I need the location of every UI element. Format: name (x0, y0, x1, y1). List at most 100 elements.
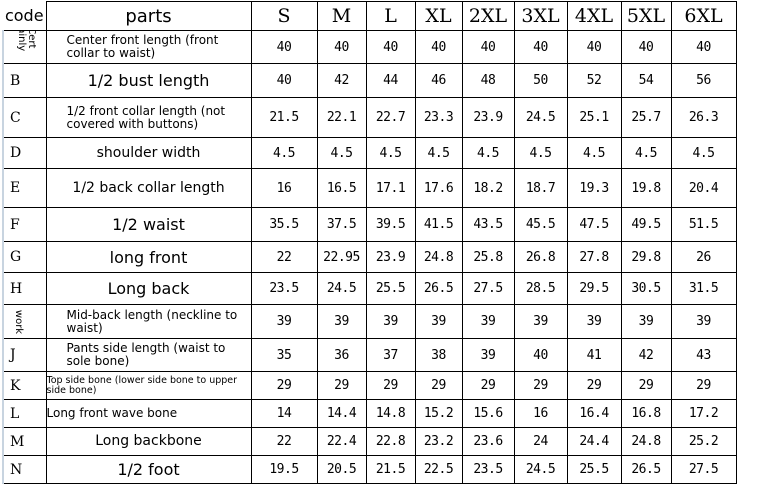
header-parts: parts (45, 1, 252, 31)
value-cell-3xl: 50 (513, 63, 568, 98)
value-cell-3xl: 39 (513, 304, 568, 339)
row-part: Center front length (front collar to wai… (45, 30, 252, 64)
value-cell-5xl: 24.8 (620, 427, 672, 456)
header-size-s: S (250, 1, 318, 31)
row-code-text: M (10, 433, 25, 450)
value-cell-xl: 46 (414, 63, 463, 98)
value-cell-5xl: 29 (620, 371, 672, 400)
value-cell-l: 25.5 (365, 272, 416, 305)
row-code: B (2, 63, 47, 98)
value-cell-3xl: 28.5 (513, 272, 568, 305)
value-cell-xl: 22.5 (414, 455, 463, 484)
value-cell-4xl: 16.4 (566, 399, 622, 428)
row-code: L (2, 399, 47, 428)
value-cell-s: 40 (250, 63, 318, 98)
row-code-text: N (10, 461, 23, 478)
value-cell-m: 16.5 (316, 168, 367, 208)
header-size-6xl: 6XL (670, 1, 737, 31)
value-cell-l: 14.8 (365, 399, 416, 428)
value-cell-3xl: 40 (513, 338, 568, 372)
value-cell-s: 22 (250, 427, 318, 456)
value-cell-xl: 23.3 (414, 97, 463, 138)
row-code: F (2, 207, 47, 242)
value-cell-m: 20.5 (316, 455, 367, 484)
value-cell-5xl: 39 (620, 304, 672, 339)
value-cell-3xl: 45.5 (513, 207, 568, 242)
value-cell-l: 17.1 (365, 168, 416, 208)
value-cell-m: 22.95 (316, 241, 367, 273)
value-cell-s: 21.5 (250, 97, 318, 138)
table-row: L Long front wave bone 14 14.4 14.8 15.2 15.6 1… (2, 399, 737, 428)
value-cell-6xl: 40 (670, 30, 737, 64)
table-row: K Top side bone (lower side bone to upper… (2, 371, 737, 400)
value-cell-6xl: 39 (670, 304, 737, 339)
row-code-text: E (10, 180, 21, 196)
value-cell-xl: 23.2 (414, 427, 463, 456)
header-size-5xl: 5XL (620, 1, 672, 31)
value-cell-3xl: 4.5 (513, 137, 568, 169)
value-cell-xl: 15.2 (414, 399, 463, 428)
header-size-l: L (365, 1, 416, 31)
value-cell-xl: 26.5 (414, 272, 463, 305)
value-cell-5xl: 40 (620, 30, 672, 64)
value-cell-2xl: 15.6 (461, 399, 515, 428)
value-cell-l: 39 (365, 304, 416, 339)
table-row: Cert ainly Center front length (front col… (2, 30, 737, 64)
value-cell-6xl: 27.5 (670, 455, 737, 484)
value-cell-5xl: 25.7 (620, 97, 672, 138)
value-cell-xl: 39 (414, 304, 463, 339)
value-cell-5xl: 16.8 (620, 399, 672, 428)
header-row: code parts S M L XL 2XL 3XL 4XL 5XL 6XL (3, 1, 737, 31)
value-cell-l: 37 (365, 338, 416, 372)
value-cell-xl: 38 (414, 338, 463, 372)
value-cell-2xl: 18.2 (461, 168, 515, 208)
value-cell-m: 4.5 (316, 137, 367, 169)
value-cell-s: 23.5 (250, 272, 318, 305)
row-code: E (2, 168, 47, 208)
value-cell-2xl: 40 (461, 30, 515, 64)
value-cell-m: 37.5 (316, 207, 367, 242)
value-cell-2xl: 23.5 (461, 455, 515, 484)
table-row: H Long back 23.5 24.5 25.5 26.5 27.5 28.5 29.5 30… (2, 272, 737, 305)
value-cell-4xl: 41 (566, 338, 622, 372)
table-row: J Pants side length (waist to sole bone) 3… (2, 338, 737, 372)
value-cell-4xl: 40 (566, 30, 622, 64)
header-size-4xl: 4XL (566, 1, 622, 31)
value-cell-m: 29 (316, 371, 367, 400)
value-cell-xl: 29 (414, 371, 463, 400)
value-cell-2xl: 4.5 (461, 137, 515, 169)
value-cell-3xl: 29 (513, 371, 568, 400)
value-cell-4xl: 4.5 (566, 137, 622, 169)
value-cell-s: 14 (250, 399, 318, 428)
row-part: Long back (45, 272, 252, 305)
value-cell-5xl: 54 (620, 63, 672, 98)
row-part: Long front wave bone (45, 399, 252, 428)
row-code: K (2, 371, 47, 400)
value-cell-5xl: 30.5 (620, 272, 672, 305)
row-code-text: D (10, 145, 22, 161)
value-cell-l: 22.7 (365, 97, 416, 138)
value-cell-5xl: 29.8 (620, 241, 672, 273)
value-cell-4xl: 25.5 (566, 455, 622, 484)
value-cell-2xl: 29 (461, 371, 515, 400)
value-cell-m: 39 (316, 304, 367, 339)
value-cell-s: 35 (250, 338, 318, 372)
row-code-text: K (10, 377, 21, 394)
table-row: work Mid-back length (neckline to waist) 3… (2, 304, 737, 339)
row-code-text: C (10, 109, 21, 126)
value-cell-l: 39.5 (365, 207, 416, 242)
row-part: 1/2 waist (45, 207, 252, 242)
header-size-3xl: 3XL (513, 1, 568, 31)
row-code: G (2, 241, 47, 273)
value-cell-xl: 40 (414, 30, 463, 64)
value-cell-5xl: 49.5 (620, 207, 672, 242)
value-cell-6xl: 26 (670, 241, 737, 273)
value-cell-s: 40 (250, 30, 318, 64)
value-cell-4xl: 19.3 (566, 168, 622, 208)
table-row: M Long backbone 22 22.4 22.8 23.2 23.6 24 24.4 24… (2, 427, 737, 456)
value-cell-s: 16 (250, 168, 318, 208)
value-cell-3xl: 24.5 (513, 455, 568, 484)
value-cell-4xl: 52 (566, 63, 622, 98)
row-code: Cert ainly (2, 30, 47, 64)
